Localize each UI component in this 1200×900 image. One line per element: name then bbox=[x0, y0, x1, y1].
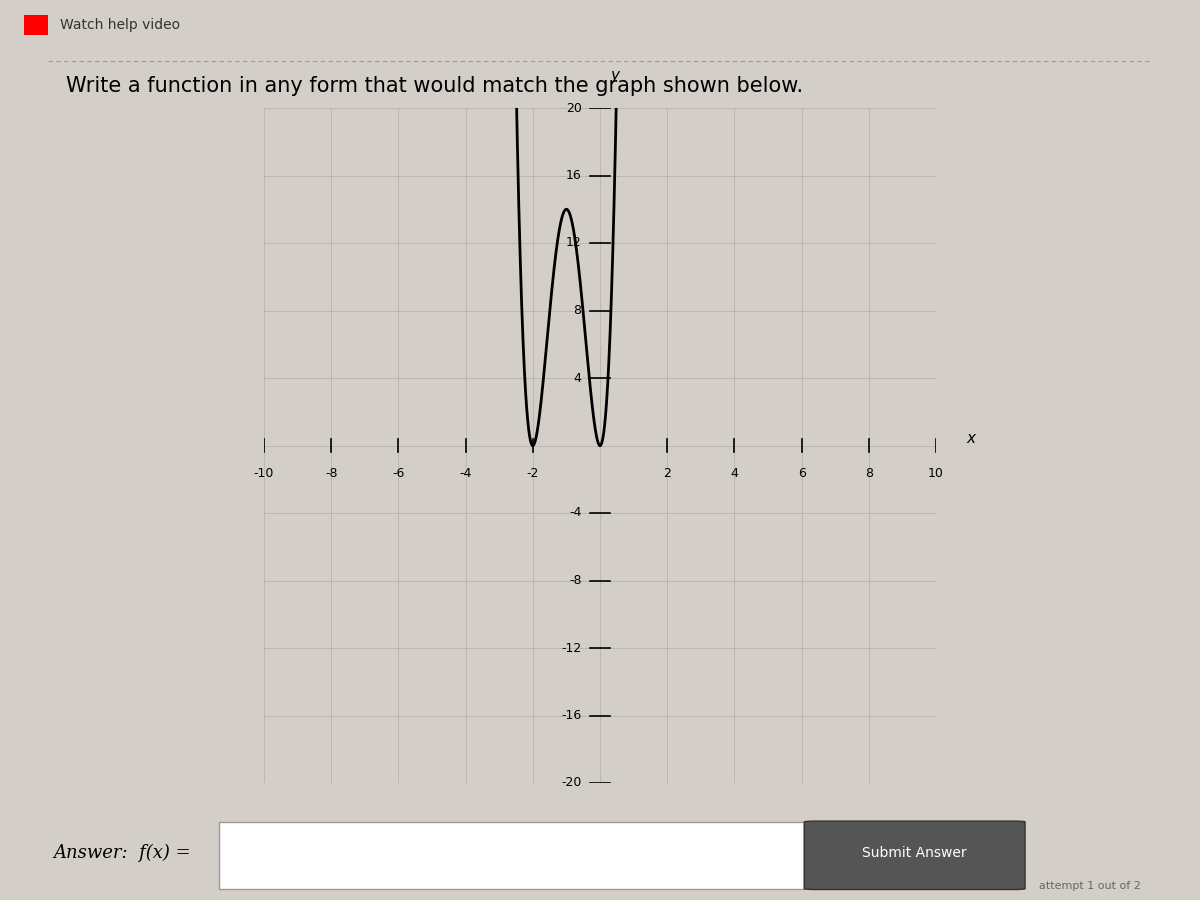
Text: 4: 4 bbox=[731, 467, 738, 481]
Text: -8: -8 bbox=[325, 467, 337, 481]
Bar bbox=[24, 15, 48, 34]
Text: 2: 2 bbox=[664, 467, 671, 481]
FancyBboxPatch shape bbox=[220, 822, 804, 888]
Text: 12: 12 bbox=[565, 237, 582, 249]
Text: Watch help video: Watch help video bbox=[60, 18, 180, 32]
Text: -8: -8 bbox=[569, 574, 582, 587]
Text: -4: -4 bbox=[460, 467, 472, 481]
Text: 16: 16 bbox=[565, 169, 582, 182]
Text: 8: 8 bbox=[865, 467, 872, 481]
Text: -12: -12 bbox=[562, 642, 582, 654]
Text: 20: 20 bbox=[565, 102, 582, 114]
Text: -2: -2 bbox=[527, 467, 539, 481]
Text: attempt 1 out of 2: attempt 1 out of 2 bbox=[1039, 881, 1141, 891]
Text: -10: -10 bbox=[254, 467, 274, 481]
Text: 10: 10 bbox=[928, 467, 944, 481]
Text: -20: -20 bbox=[562, 777, 582, 789]
Text: y: y bbox=[610, 68, 619, 83]
Text: Answer:  f(x) =: Answer: f(x) = bbox=[54, 843, 191, 862]
Text: -4: -4 bbox=[569, 507, 582, 519]
Text: -16: -16 bbox=[562, 709, 582, 722]
Text: -6: -6 bbox=[392, 467, 404, 481]
Text: 4: 4 bbox=[574, 372, 582, 384]
Text: Write a function in any form that would match the graph shown below.: Write a function in any form that would … bbox=[66, 76, 803, 96]
Text: x: x bbox=[966, 431, 976, 446]
Text: 8: 8 bbox=[574, 304, 582, 317]
Text: 6: 6 bbox=[798, 467, 805, 481]
Text: Submit Answer: Submit Answer bbox=[863, 846, 967, 860]
FancyBboxPatch shape bbox=[804, 821, 1025, 889]
